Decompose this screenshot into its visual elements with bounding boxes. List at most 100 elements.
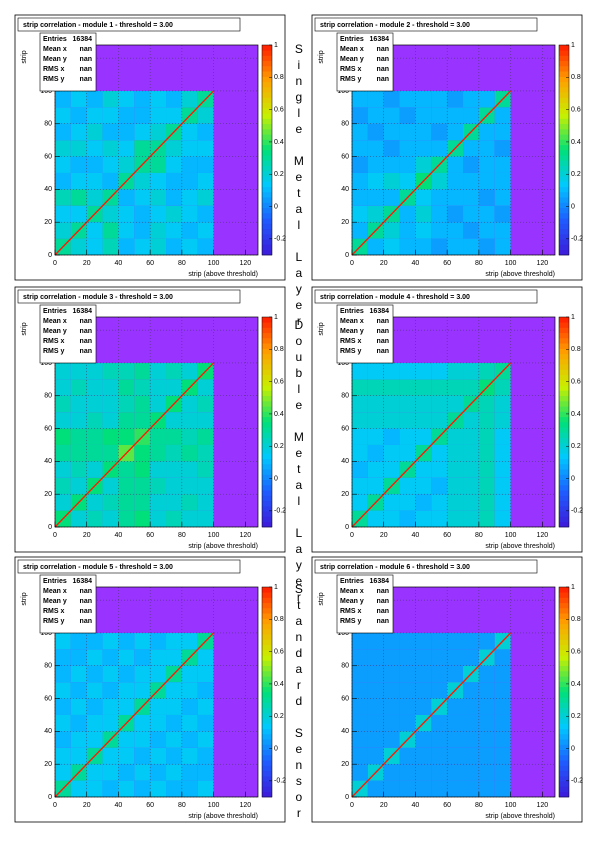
x-tick-label: 20 <box>380 260 388 267</box>
colorbar-segment <box>262 655 272 661</box>
heat-cell <box>352 205 368 223</box>
heat-cell <box>447 632 464 650</box>
stats-box <box>336 32 394 92</box>
colorbar-segment <box>559 592 569 598</box>
heat-cell <box>134 780 151 797</box>
colorbar-segment <box>559 639 569 646</box>
colorbar-segment <box>262 390 272 397</box>
colorbar-segment <box>262 479 272 486</box>
colorbar-segment <box>559 343 569 349</box>
colorbar-segment <box>262 485 272 491</box>
heat-cell <box>415 205 432 223</box>
heat-cell <box>352 494 368 511</box>
colorbar-segment <box>559 453 569 460</box>
colorbar-segment <box>262 66 272 72</box>
stats-value: nan <box>377 46 389 53</box>
colorbar-segment <box>559 364 569 370</box>
heat-cell <box>118 222 135 239</box>
heat-cell <box>383 632 400 650</box>
heat-cell <box>166 156 182 173</box>
heat-cell <box>118 362 135 380</box>
stats-value: nan <box>80 76 92 83</box>
heat-cell <box>447 189 464 206</box>
heat-cell <box>478 189 495 206</box>
heat-cell <box>367 379 384 396</box>
heat-cell <box>463 682 479 699</box>
heat-cell <box>55 665 71 683</box>
heat-cell <box>86 698 103 715</box>
heat-cell <box>431 123 448 141</box>
colorbar-segment <box>262 244 272 251</box>
colorbar-segment <box>262 332 272 339</box>
heat-cell <box>118 731 135 748</box>
heat-cell <box>415 189 432 206</box>
heat-cell <box>102 140 119 157</box>
heat-cell <box>86 395 103 413</box>
heat-cell <box>86 649 103 666</box>
y-tick-label: 0 <box>48 794 52 801</box>
colorbar-frame <box>261 316 273 528</box>
heat-cell <box>352 362 368 380</box>
stats-value: nan <box>377 618 389 625</box>
colorbar-segment <box>262 437 272 444</box>
stats-value: nan <box>80 328 92 335</box>
heat-cell <box>166 682 182 699</box>
colorbar-segment <box>559 707 569 714</box>
heat-cell <box>118 189 135 206</box>
y-tick-label: 20 <box>341 219 349 226</box>
heat-cell <box>415 632 432 650</box>
colorbar-segment <box>262 353 272 360</box>
y-axis-label: strip <box>318 322 325 335</box>
colorbar-segment <box>559 676 569 682</box>
heat-cell <box>367 238 384 255</box>
colorbar-segment <box>262 786 272 793</box>
x-tick-label: 60 <box>146 802 154 809</box>
colorbar-segment <box>262 781 272 787</box>
heat-cell <box>181 731 198 748</box>
heat-cell <box>352 632 368 650</box>
colorbar-segment <box>559 422 569 428</box>
heat-cell <box>352 764 368 781</box>
heat-cell <box>352 412 368 429</box>
heat-cell <box>86 632 103 650</box>
colorbar-segment <box>262 197 272 203</box>
colorbar-tick-label: 0.8 <box>571 74 581 81</box>
colorbar-segment <box>262 348 272 355</box>
heat-cell <box>197 189 214 206</box>
colorbar-segment <box>559 374 569 381</box>
heat-cell <box>150 649 167 666</box>
heat-cell <box>447 764 464 781</box>
x-tick-label: 60 <box>146 532 154 539</box>
heat-cell <box>70 395 87 413</box>
heat-cell <box>166 764 182 781</box>
heat-cell <box>415 90 432 108</box>
colorbar-segment <box>559 92 569 98</box>
heat-cell <box>70 665 87 683</box>
colorbar-segment <box>262 760 272 766</box>
colorbar-segment <box>559 369 569 376</box>
y-tick-label: 40 <box>44 186 52 193</box>
heat-cell <box>181 172 198 190</box>
colorbar-tick-label: 0 <box>274 203 278 210</box>
heat-cell <box>86 107 103 124</box>
heat-cell <box>399 682 416 699</box>
heat-cell <box>134 107 151 124</box>
stats-label: Entries <box>340 578 364 585</box>
x-tick-label: 100 <box>208 260 220 267</box>
x-tick-label: 120 <box>239 802 251 809</box>
colorbar-tick-label: 0.2 <box>571 713 581 720</box>
heat-cell <box>383 494 400 511</box>
heat-cell <box>166 649 182 666</box>
colorbar-segment <box>559 144 569 151</box>
colorbar-segment <box>262 629 272 635</box>
stats-value: nan <box>377 588 389 595</box>
heat-cell <box>463 494 479 511</box>
heat-cell <box>383 780 400 797</box>
colorbar-segment <box>262 681 272 688</box>
colorbar-segment <box>262 155 272 161</box>
heat-cell <box>367 731 384 748</box>
heat-cell <box>478 205 495 223</box>
heat-cell <box>55 764 71 781</box>
stats-value: 16384 <box>73 308 93 315</box>
heat-cell <box>150 222 167 239</box>
